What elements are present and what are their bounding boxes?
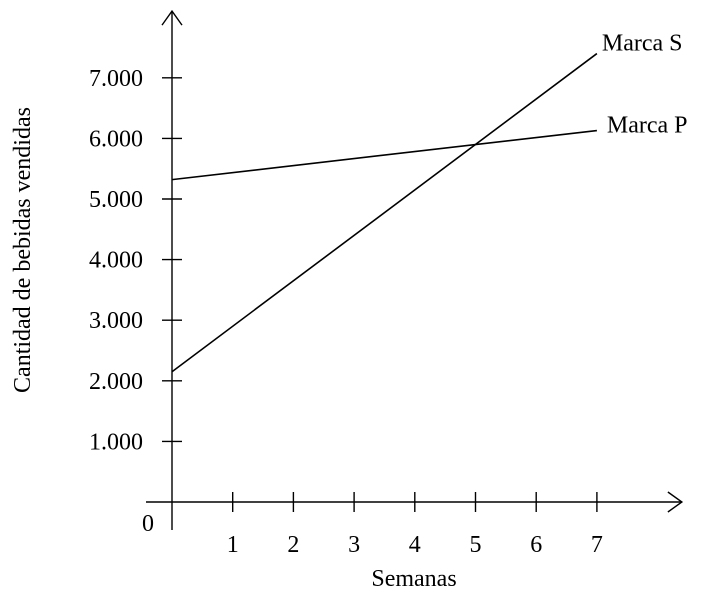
y-tick-label: 3.000: [89, 308, 143, 334]
y-axis-title: Cantidad de bebidas vendidas: [10, 107, 36, 393]
y-tick-label: 5.000: [89, 187, 143, 213]
y-tick-label: 2.000: [89, 369, 143, 395]
series-label-marca-s: Marca S: [602, 31, 683, 57]
x-tick-label: 5: [470, 532, 482, 558]
x-tick-label: 4: [409, 532, 421, 558]
y-axis-arrow: [161, 9, 183, 26]
origin-label: 0: [142, 511, 154, 537]
x-tick-label: 2: [287, 532, 299, 558]
axes: [146, 9, 684, 530]
y-tick-label: 1.000: [89, 429, 143, 455]
y-tick-label: 7.000: [89, 66, 143, 92]
y-tick-label: 6.000: [89, 126, 143, 152]
ticks: 1 2 3 4 5 6 7 1.000 2.000 3.000 4.000 5.000 6.000 7.0…: [89, 66, 603, 558]
x-axis-arrow: [667, 491, 684, 513]
series-line-marca-s: [171, 52, 598, 373]
y-tick-label: 4.000: [89, 248, 143, 274]
x-tick-label: 3: [348, 532, 360, 558]
series-group: Marca S Marca P: [171, 31, 688, 373]
x-axis-title: Semanas: [371, 566, 456, 592]
x-tick-label: 7: [591, 532, 603, 558]
x-tick-label: 1: [227, 532, 239, 558]
series-line-marca-p: [171, 129, 597, 181]
x-tick-label: 6: [530, 532, 542, 558]
series-label-marca-p: Marca P: [607, 113, 688, 139]
